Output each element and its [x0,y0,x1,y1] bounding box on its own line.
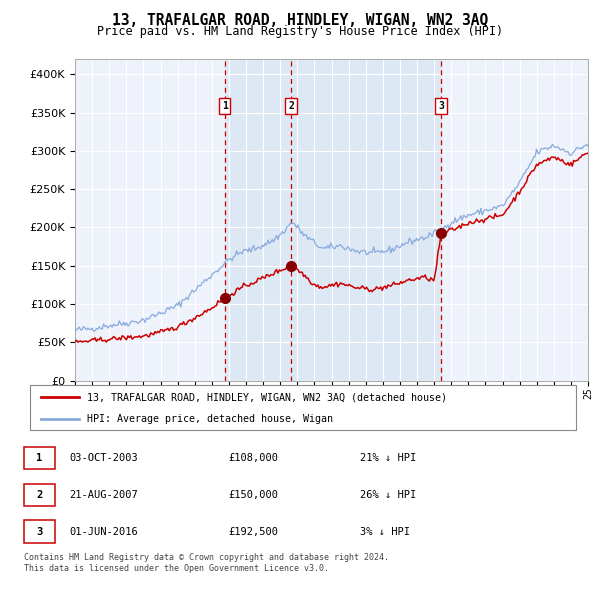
Text: 3% ↓ HPI: 3% ↓ HPI [360,527,410,537]
Text: HPI: Average price, detached house, Wigan: HPI: Average price, detached house, Wiga… [88,414,334,424]
Text: 3: 3 [37,527,43,537]
Text: £192,500: £192,500 [228,527,278,537]
Text: 3: 3 [439,101,444,110]
Text: This data is licensed under the Open Government Licence v3.0.: This data is licensed under the Open Gov… [24,564,329,573]
Text: 03-OCT-2003: 03-OCT-2003 [69,453,138,463]
FancyBboxPatch shape [24,484,55,506]
FancyBboxPatch shape [30,385,576,430]
Text: 13, TRAFALGAR ROAD, HINDLEY, WIGAN, WN2 3AQ: 13, TRAFALGAR ROAD, HINDLEY, WIGAN, WN2 … [112,13,488,28]
Text: Contains HM Land Registry data © Crown copyright and database right 2024.: Contains HM Land Registry data © Crown c… [24,553,389,562]
Text: 2: 2 [37,490,43,500]
Text: 21-AUG-2007: 21-AUG-2007 [69,490,138,500]
FancyBboxPatch shape [24,447,55,469]
Text: 13, TRAFALGAR ROAD, HINDLEY, WIGAN, WN2 3AQ (detached house): 13, TRAFALGAR ROAD, HINDLEY, WIGAN, WN2 … [88,392,448,402]
Text: 26% ↓ HPI: 26% ↓ HPI [360,490,416,500]
Text: Price paid vs. HM Land Registry's House Price Index (HPI): Price paid vs. HM Land Registry's House … [97,25,503,38]
Text: £150,000: £150,000 [228,490,278,500]
FancyBboxPatch shape [24,520,55,543]
Text: 1: 1 [221,101,227,110]
Text: £108,000: £108,000 [228,453,278,463]
Text: 1: 1 [37,453,43,463]
Text: 01-JUN-2016: 01-JUN-2016 [69,527,138,537]
Text: 2: 2 [288,101,294,110]
Bar [224,59,441,381]
Text: 21% ↓ HPI: 21% ↓ HPI [360,453,416,463]
